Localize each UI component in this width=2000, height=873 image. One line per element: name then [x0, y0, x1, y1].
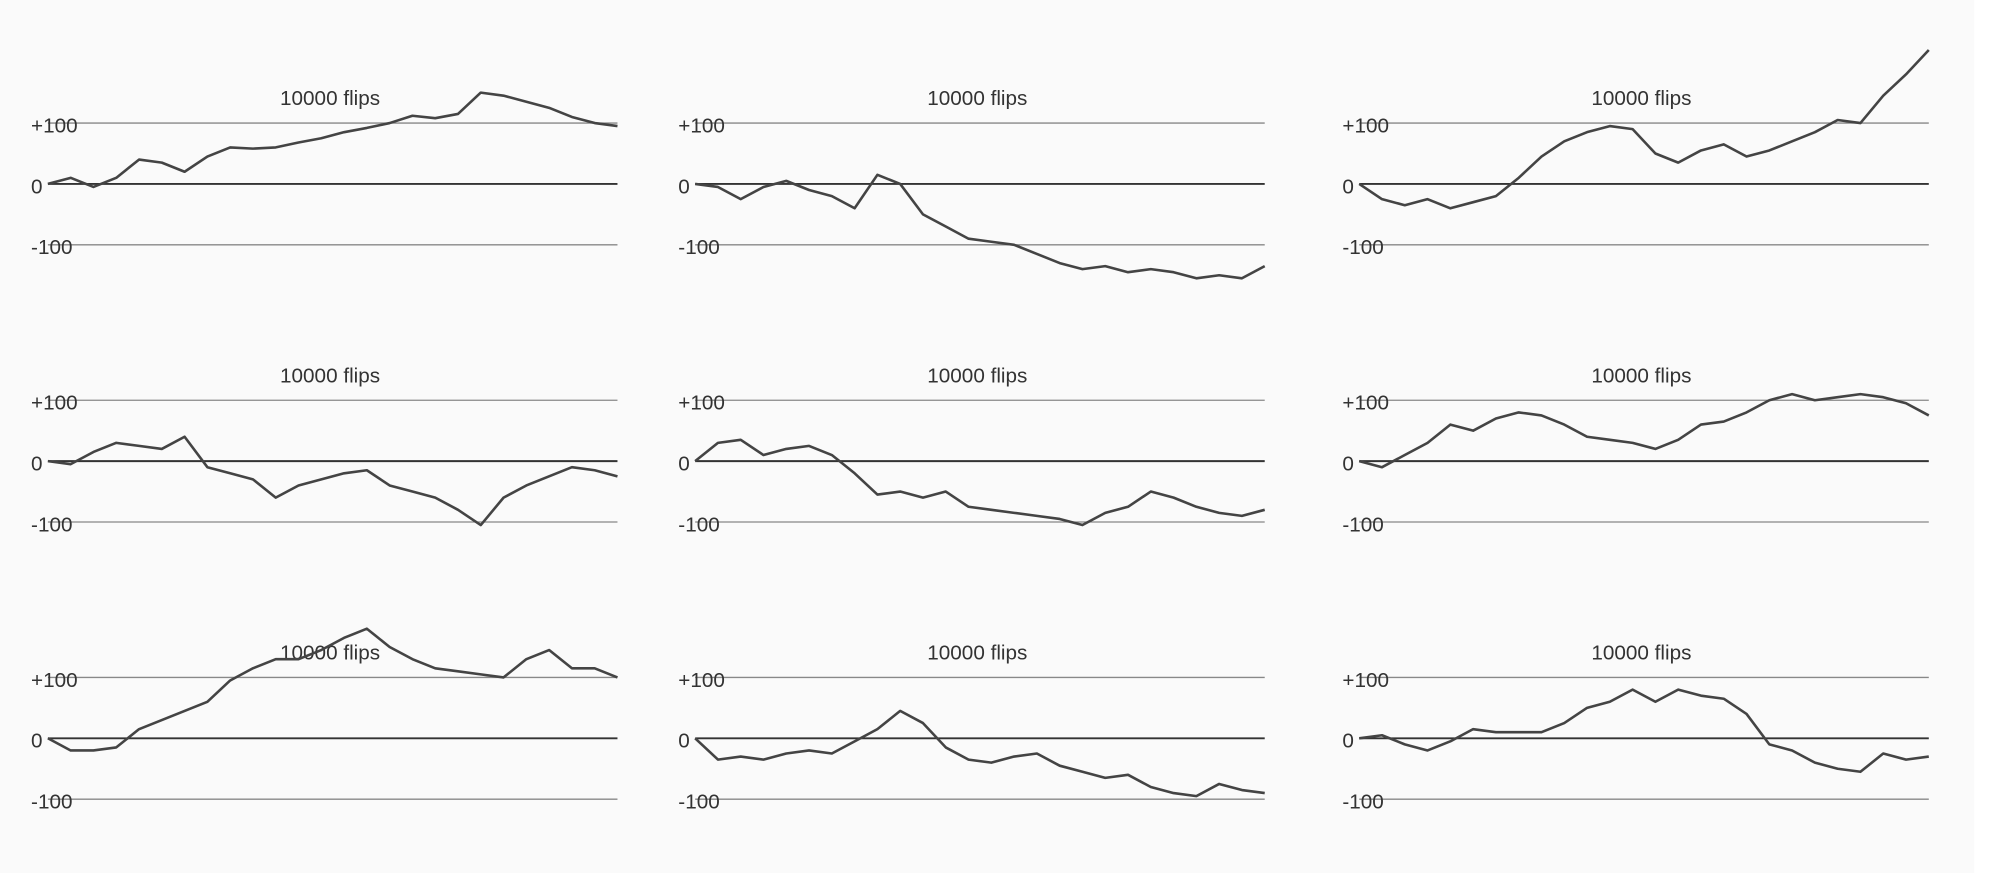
y-tick-label: 0	[31, 452, 43, 475]
chart-title: 10000 flips	[927, 364, 1027, 387]
y-tick-label: +100	[1342, 392, 1389, 415]
y-tick-label: 0	[31, 175, 43, 198]
y-tick-label: 0	[1342, 175, 1354, 198]
walk-line	[694, 709, 1265, 798]
chart-title: 10000 flips	[280, 642, 380, 665]
walk-line	[47, 435, 618, 527]
y-tick-label: +100	[31, 669, 78, 692]
walk-line	[47, 91, 618, 189]
walk-line	[694, 438, 1266, 527]
chart-title: 10000 flips	[280, 364, 380, 387]
y-tick-label: +100	[678, 669, 725, 692]
chart-title: 10000 flips	[927, 87, 1027, 110]
chart-title: 10000 flips	[927, 642, 1027, 665]
y-tick-label: -100	[1342, 513, 1383, 536]
y-tick-label: -100	[31, 236, 72, 259]
walk-line	[1358, 392, 1930, 469]
y-tick-label: 0	[1342, 730, 1354, 753]
y-tick-label: +100	[1342, 114, 1389, 137]
chart-title: 10000 flips	[1591, 364, 1691, 387]
y-tick-label: -100	[678, 236, 719, 259]
y-tick-label: +100	[678, 114, 725, 137]
walk-line	[1358, 49, 1930, 210]
margin	[1974, 0, 2000, 873]
y-tick-label: +100	[1342, 669, 1389, 692]
walk-line	[1359, 688, 1929, 774]
walk-line	[47, 627, 618, 752]
y-tick-label: -100	[1342, 236, 1383, 259]
y-tick-label: -100	[31, 791, 72, 814]
chart-title: 10000 flips	[1591, 87, 1691, 110]
y-tick-label: +100	[678, 392, 725, 415]
y-tick-label: +100	[31, 114, 78, 137]
y-tick-label: 0	[678, 730, 690, 753]
y-tick-label: -100	[1342, 791, 1383, 814]
y-tick-label: -100	[678, 791, 719, 814]
walk-line	[694, 173, 1266, 280]
y-tick-label: 0	[678, 175, 690, 198]
chart-title: 10000 flips	[1591, 642, 1691, 665]
chart-title: 10000 flips	[280, 87, 380, 110]
y-tick-label: 0	[1342, 452, 1354, 475]
y-tick-label: -100	[678, 513, 719, 536]
y-tick-label: 0	[678, 452, 690, 475]
y-tick-label: 0	[31, 730, 43, 753]
y-tick-label: -100	[31, 513, 72, 536]
y-tick-label: +100	[31, 392, 78, 415]
